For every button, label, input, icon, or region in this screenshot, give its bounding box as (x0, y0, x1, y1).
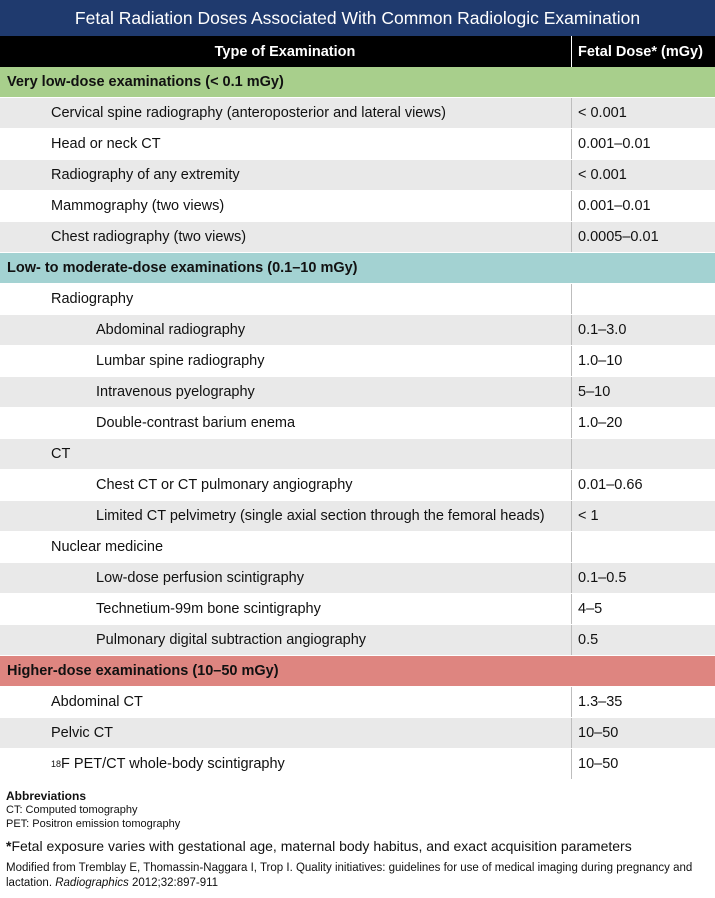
subcategory-row: Radiography (0, 284, 715, 315)
citation-volume: 2012;32:897-911 (131, 877, 219, 889)
table-row: Intravenous pyelography 5–10 (0, 377, 715, 408)
fetal-dose: 0.1–0.5 (571, 563, 715, 593)
exam-name: 18 F PET/CT whole-body scintigraphy (0, 749, 570, 779)
fetal-dose (571, 284, 715, 314)
exam-name: Lumbar spine radiography (96, 353, 265, 369)
exam-name: CT (51, 446, 71, 462)
fetal-dose: 0.5 (571, 625, 715, 655)
table-row: Limited CT pelvimetry (single axial sect… (0, 501, 715, 532)
exam-name: Technetium-99m bone scintigraphy (96, 601, 321, 617)
section-row: Higher-dose examinations (10–50 mGy) (0, 656, 715, 687)
fetal-dose: 1.0–10 (571, 346, 715, 376)
exam-name: Chest radiography (two views) (51, 229, 247, 245)
table-title: Fetal Radiation Doses Associated With Co… (0, 0, 715, 36)
exam-name: Radiography of any extremity (51, 167, 240, 183)
exam-name-text: F PET/CT whole-body scintigraphy (61, 756, 285, 772)
header-exam-type: Type of Examination (214, 43, 356, 60)
fetal-dose (571, 439, 715, 469)
footnote-text: Fetal exposure varies with gestational a… (11, 838, 632, 854)
subcategory-row: Nuclear medicine (0, 532, 715, 563)
table-row: Abdominal radiography 0.1–3.0 (0, 315, 715, 346)
table-row: Head or neck CT 0.001–0.01 (0, 129, 715, 160)
table-body: Very low-dose examinations (< 0.1 mGy) Ce… (0, 67, 715, 780)
fetal-dose: 5–10 (571, 377, 715, 407)
table-row: Lumbar spine radiography 1.0–10 (0, 346, 715, 377)
table-row: Pulmonary digital subtraction angiograph… (0, 625, 715, 656)
exam-name: Radiography (51, 291, 134, 307)
footnote-marker: * (6, 838, 12, 854)
exam-name: Pulmonary digital subtraction angiograph… (96, 632, 367, 648)
fetal-dose: 1.3–35 (571, 687, 715, 717)
table-row: Chest CT or CT pulmonary angiography 0.01… (0, 470, 715, 501)
table-row: Technetium-99m bone scintigraphy 4–5 (0, 594, 715, 625)
table-row: Cervical spine radiography (anteroposter… (0, 98, 715, 129)
table-row: Double-contrast barium enema 1.0–20 (0, 408, 715, 439)
fetal-dose: 4–5 (571, 594, 715, 624)
section-label: Higher-dose examinations (10–50 mGy) (7, 663, 279, 679)
footnote: *Fetal exposure varies with gestational … (6, 837, 711, 855)
fetal-dose: 0.01–0.66 (571, 470, 715, 500)
section-row: Low- to moderate-dose examinations (0.1–… (0, 253, 715, 284)
section-row: Very low-dose examinations (< 0.1 mGy) (0, 67, 715, 98)
fetal-dose: 0.001–0.01 (571, 191, 715, 221)
fetal-dose: 10–50 (571, 718, 715, 748)
section-label: Very low-dose examinations (< 0.1 mGy) (7, 74, 284, 90)
citation-journal: Radiographics (55, 877, 129, 889)
header-fetal-dose: Fetal Dose* (mGy) (571, 36, 715, 67)
fetal-dose (571, 532, 715, 562)
abbreviation-item: PET: Positron emission tomography (6, 818, 181, 830)
table-row: Chest radiography (two views) 0.0005–0.01 (0, 222, 715, 253)
isotope-superscript: 18 (51, 759, 62, 769)
table-footer: Abbreviations CT: Computed tomography PE… (6, 789, 711, 891)
table-row: Pelvic CT 10–50 (0, 718, 715, 749)
subcategory-row: CT (0, 439, 715, 470)
abbreviation-item: CT: Computed tomography (6, 804, 138, 816)
exam-name: Chest CT or CT pulmonary angiography (96, 477, 353, 493)
source-citation: Modified from Tremblay E, Thomassin-Nagg… (6, 861, 711, 891)
fetal-dose: 10–50 (571, 749, 715, 779)
exam-name: Cervical spine radiography (anteroposter… (51, 105, 446, 121)
exam-name: Nuclear medicine (51, 539, 164, 555)
table-row: Radiography of any extremity < 0.001 (0, 160, 715, 191)
table-row: Mammography (two views) 0.001–0.01 (0, 191, 715, 222)
fetal-dose: < 0.001 (571, 98, 715, 128)
exam-name: Double-contrast barium enema (96, 415, 296, 431)
fetal-dose: 0.1–3.0 (571, 315, 715, 345)
section-label: Low- to moderate-dose examinations (0.1–… (7, 260, 358, 276)
exam-name: Intravenous pyelography (96, 384, 255, 400)
table-row: Abdominal CT 1.3–35 (0, 687, 715, 718)
table-row: Low-dose perfusion scintigraphy 0.1–0.5 (0, 563, 715, 594)
table-header: Type of Examination Fetal Dose* (mGy) (0, 36, 715, 67)
exam-name: Mammography (two views) (51, 198, 225, 214)
exam-name: Limited CT pelvimetry (single axial sect… (96, 508, 545, 524)
exam-name: Pelvic CT (51, 725, 114, 741)
fetal-dose: 1.0–20 (571, 408, 715, 438)
exam-name: Abdominal CT (51, 694, 143, 710)
exam-name: Low-dose perfusion scintigraphy (96, 570, 304, 586)
citation-authors-title: Modified from Tremblay E, Thomassin-Nagg… (6, 862, 693, 889)
table-row: 18 F PET/CT whole-body scintigraphy 10–50 (0, 749, 715, 780)
abbreviations-title: Abbreviations (6, 789, 87, 803)
fetal-dose: < 1 (571, 501, 715, 531)
fetal-dose: 0.0005–0.01 (571, 222, 715, 252)
fetal-dose: < 0.001 (571, 160, 715, 190)
exam-name: Head or neck CT (51, 136, 161, 152)
exam-name: Abdominal radiography (96, 322, 246, 338)
fetal-dose: 0.001–0.01 (571, 129, 715, 159)
